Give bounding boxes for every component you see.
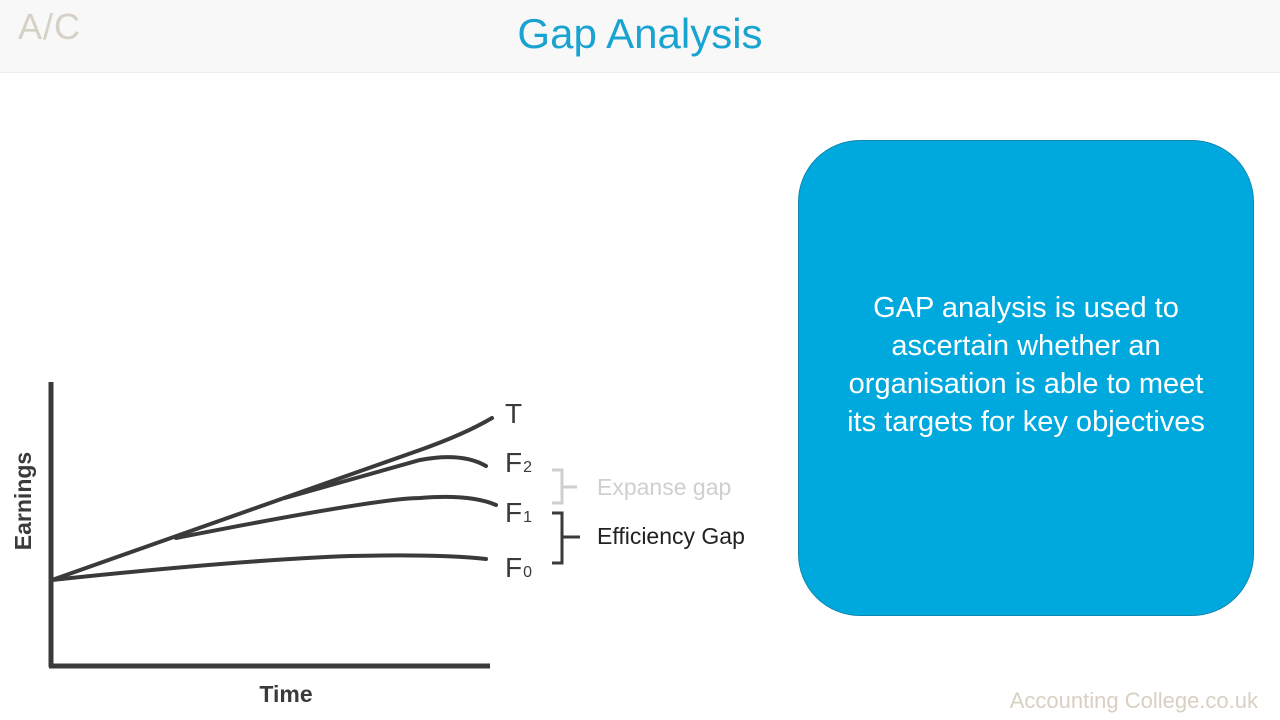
info-box-text: GAP analysis is used to ascertain whethe… [847, 292, 1205, 438]
expansion-gap-bracket [552, 468, 577, 505]
x-axis-label: Time [259, 681, 312, 707]
header-bar: A/C Gap Analysis [0, 0, 1280, 73]
line-label-f1-subscript: 1 [523, 509, 532, 526]
logo: A/C [18, 6, 82, 47]
line-label-f0: F0 [505, 552, 532, 583]
forecast-line-f2 [283, 455, 488, 500]
line-label-f2-subscript: 2 [523, 459, 532, 476]
forecast-line-f0 [50, 553, 488, 582]
efficiency-gap-bracket [552, 511, 580, 565]
y-axis-label: Earnings [10, 452, 36, 550]
line-label-t: T [505, 398, 522, 429]
line-label-f1: F1 [505, 497, 532, 528]
line-label-f0-subscript: 0 [523, 564, 532, 581]
footer-website: Accounting College.co.uk [1009, 688, 1258, 713]
expansion-gap-label: Expanse gap [597, 474, 731, 500]
forecast-line-f1 [174, 494, 498, 540]
efficiency-gap-label: Efficiency Gap [597, 523, 745, 549]
info-box: GAP analysis is used to ascertain whethe… [798, 140, 1254, 616]
line-label-f2: F2 [505, 447, 532, 478]
page-title: Gap Analysis [517, 10, 763, 57]
target-line [50, 416, 494, 582]
